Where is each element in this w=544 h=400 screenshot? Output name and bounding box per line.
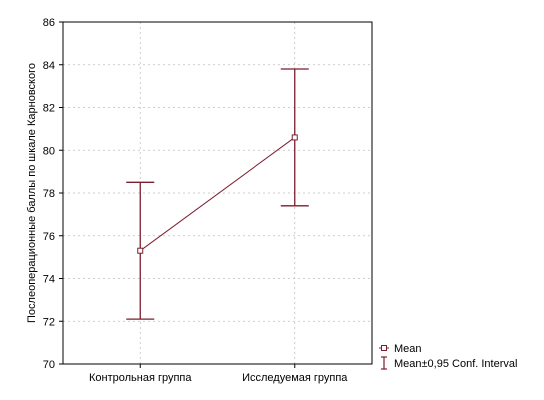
y-tick-label: 70: [43, 359, 55, 371]
y-axis-ticks: 70 72 74 76 78 80 82 84 86: [43, 17, 63, 371]
y-tick-label: 84: [43, 60, 55, 72]
legend: Mean Mean±0,95 Conf. Interval: [379, 343, 517, 370]
legend-item-mean: Mean: [379, 343, 422, 355]
x-tick-label: Контрольная группа: [89, 372, 192, 384]
plot-frame: [62, 21, 373, 365]
y-tick-label: 74: [43, 274, 55, 286]
series-mean: [126, 68, 309, 320]
y-tick-label: 82: [43, 103, 55, 115]
x-tick-label: Исследуемая группа: [242, 372, 348, 384]
legend-mean-marker: [381, 345, 387, 351]
y-tick-label: 78: [43, 188, 55, 200]
y-tick-label: 76: [43, 231, 55, 243]
y-tick-label: 80: [43, 145, 55, 157]
y-tick-label: 86: [43, 17, 55, 29]
y-tick-label: 72: [43, 316, 55, 328]
x-axis-ticks: Контрольная группа Исследуемая группа: [89, 364, 348, 384]
mean-point: [137, 247, 144, 254]
mean-point: [291, 134, 298, 141]
series-mean-line: [139, 137, 296, 252]
legend-ci-label: Mean±0,95 Conf. Interval: [394, 358, 517, 370]
legend-mean-label: Mean: [394, 343, 422, 355]
y-axis-title: Послеоперационные баллы по шкале Карновс…: [26, 63, 38, 323]
legend-item-ci: Mean±0,95 Conf. Interval: [381, 356, 517, 370]
